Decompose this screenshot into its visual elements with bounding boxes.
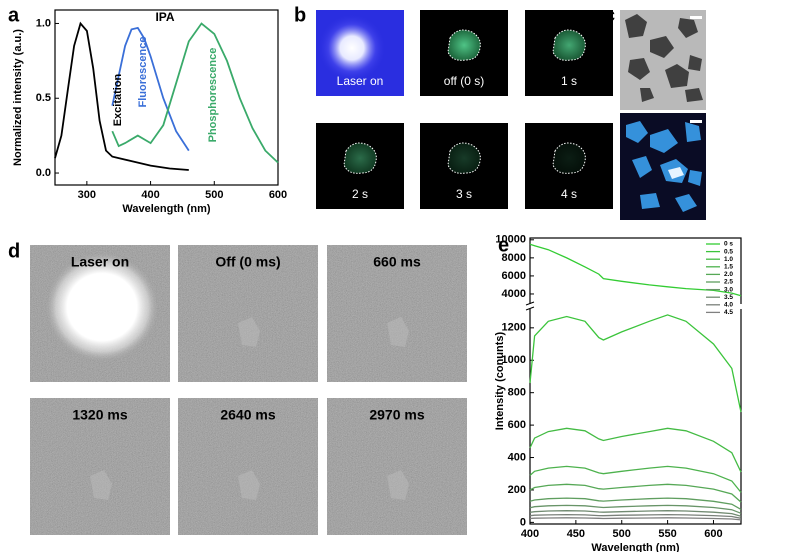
series-line (529, 483, 742, 503)
legend-label: 3.5 (724, 294, 733, 301)
x-tick-label: 500 (205, 189, 223, 201)
series-line (529, 497, 742, 510)
y-tick-label: 10000 (495, 234, 526, 246)
y-tick-label: 6000 (502, 270, 526, 282)
y-axis-label: Intensity (conunts) (494, 331, 506, 430)
series-line (54, 21, 189, 171)
emission-blob (448, 30, 481, 61)
annotation: IPA (155, 10, 174, 24)
y-axis-label: Normalized intensity (a.u.) (12, 29, 24, 166)
series-line (529, 510, 742, 517)
y-tick-label: 1000 (502, 354, 526, 366)
panel-letter: a (8, 4, 20, 26)
x-tick-label: 400 (141, 189, 159, 201)
x-tick-label: 600 (269, 189, 287, 201)
laser-glow (318, 14, 386, 82)
faint-spot (387, 317, 409, 347)
faint-spot (90, 470, 112, 500)
frame-label: 2 s (352, 187, 368, 201)
frame-label: off (0 s) (444, 74, 484, 88)
y-tick-label: 1.0 (36, 17, 51, 29)
legend-label: 4.5 (724, 309, 733, 316)
image-noise (30, 398, 170, 535)
y-tick-label: 0.0 (36, 167, 51, 179)
image-noise (178, 398, 318, 535)
x-tick-label: 600 (704, 528, 722, 540)
y-tick-label: 0 (520, 516, 526, 528)
x-tick-label: 550 (658, 528, 676, 540)
series-label: Phosphorescence (207, 48, 219, 143)
frame-label: 4 s (561, 187, 577, 201)
frame-label: Laser on (337, 74, 384, 88)
y-tick-label: 8000 (502, 252, 526, 264)
y-tick-label: 0.5 (36, 92, 51, 104)
legend-label: 3.0 (724, 286, 733, 293)
emission-blob (344, 143, 377, 174)
series-line (529, 513, 742, 519)
y-tick-label: 200 (508, 484, 526, 496)
y-tick-label: 4000 (502, 288, 526, 300)
x-tick-label: 400 (521, 528, 539, 540)
plot-frame (529, 237, 742, 525)
image-noise (327, 398, 467, 535)
faint-spot (238, 470, 260, 500)
legend-label: 2.5 (724, 279, 733, 286)
x-tick-label: 450 (567, 528, 585, 540)
frame-label: 660 ms (373, 254, 421, 270)
legend-label: 1.5 (724, 264, 733, 271)
frame-label: Off (0 ms) (215, 254, 280, 270)
series-label: Excitation (112, 73, 124, 126)
panel-letter: b (294, 4, 306, 26)
series-line (111, 26, 190, 152)
legend-label: 0.5 (724, 248, 733, 255)
series-line (529, 465, 742, 493)
panel-letter: e (498, 234, 509, 256)
laser-glow (44, 251, 160, 363)
x-axis-label: Wavelength (nm) (122, 203, 211, 215)
legend-label: 4.0 (724, 302, 733, 309)
series-line (529, 427, 742, 473)
plot-frame (54, 9, 279, 186)
series-line (111, 22, 279, 164)
break-mark (525, 301, 535, 311)
image-noise (178, 245, 318, 382)
faint-spot (238, 317, 260, 347)
frame-label: Laser on (71, 254, 129, 270)
series-line (529, 504, 742, 514)
axis-break (526, 304, 745, 309)
y-tick-label: 1200 (502, 322, 526, 334)
series-label: Fluorescence (137, 37, 149, 108)
frame-label: 2970 ms (369, 407, 424, 423)
y-tick-label: 600 (508, 419, 526, 431)
frame-label: 2640 ms (220, 407, 275, 423)
legend-label: 1.0 (724, 256, 733, 263)
legend-label: 2.0 (724, 271, 733, 278)
emission-blob (448, 143, 481, 174)
frame-label: 3 s (456, 187, 472, 201)
panel-c-images (620, 10, 706, 220)
series-line (529, 517, 742, 521)
frame-label: 1 s (561, 74, 577, 88)
panel-letter: d (8, 240, 20, 262)
x-tick-label: 300 (78, 189, 96, 201)
emission-blob (553, 143, 586, 174)
y-tick-label: 400 (508, 451, 526, 463)
legend-label: 0 s (724, 241, 733, 248)
x-axis-label: Wavelength (nm) (591, 542, 680, 552)
x-tick-label: 500 (613, 528, 631, 540)
frame-label: 1320 ms (72, 407, 127, 423)
image-noise (327, 245, 467, 382)
faint-spot (387, 470, 409, 500)
y-tick-label: 800 (508, 387, 526, 399)
emission-blob (553, 30, 586, 61)
series-line (529, 314, 742, 413)
